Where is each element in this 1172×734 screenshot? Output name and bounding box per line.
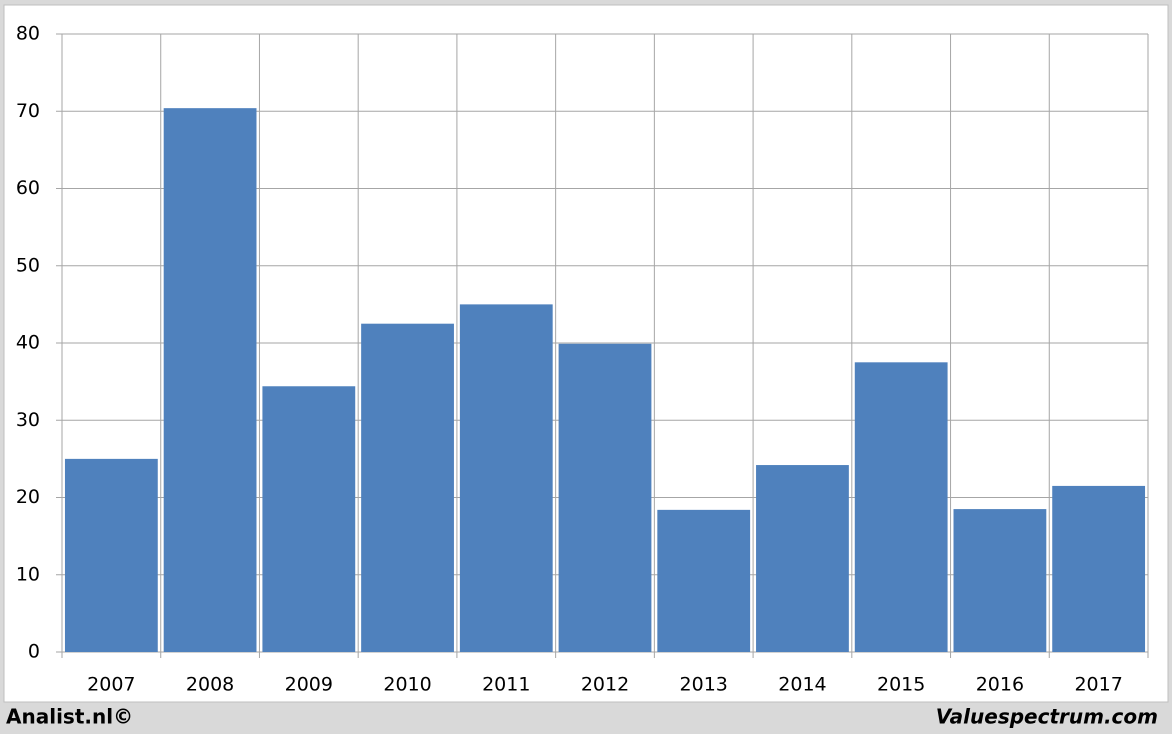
bar xyxy=(163,108,257,652)
y-tick-label: 40 xyxy=(16,332,40,354)
bar xyxy=(756,465,849,652)
x-tick-label: 2014 xyxy=(778,674,826,696)
x-tick-label: 2013 xyxy=(680,674,728,696)
bar xyxy=(953,509,1047,652)
y-tick-label: 0 xyxy=(28,641,40,663)
bar xyxy=(361,323,454,652)
x-tick-label: 2009 xyxy=(285,674,333,696)
bar xyxy=(262,386,356,652)
bar xyxy=(459,304,553,652)
bar xyxy=(64,458,158,652)
y-tick-label: 80 xyxy=(16,23,40,45)
bar xyxy=(558,343,652,652)
source-left: Analist.nl© xyxy=(6,705,133,729)
y-tick-label: 70 xyxy=(16,100,40,122)
y-tick-label: 50 xyxy=(16,254,40,276)
x-tick-label: 2012 xyxy=(581,674,629,696)
x-tick-label: 2010 xyxy=(383,674,431,696)
x-tick-label: 2015 xyxy=(877,674,925,696)
x-tick-label: 2017 xyxy=(1074,674,1122,696)
y-tick-label: 10 xyxy=(16,563,40,585)
bar xyxy=(1052,485,1146,652)
y-tick-label: 20 xyxy=(16,486,40,508)
x-tick-label: 2008 xyxy=(186,674,234,696)
bar xyxy=(854,362,948,652)
y-tick-label: 30 xyxy=(16,409,40,431)
y-tick-label: 60 xyxy=(16,177,40,199)
x-tick-label: 2007 xyxy=(87,674,135,696)
source-right: Valuespectrum.com xyxy=(936,705,1158,729)
x-tick-label: 2016 xyxy=(976,674,1024,696)
x-tick-label: 2011 xyxy=(482,674,530,696)
bar xyxy=(657,509,751,652)
